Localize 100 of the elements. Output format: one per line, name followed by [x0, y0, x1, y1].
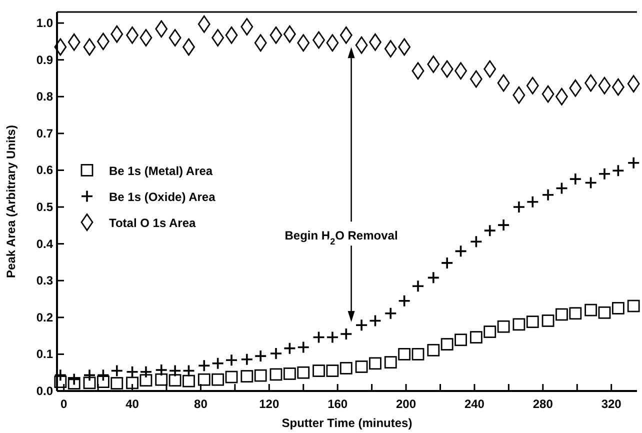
point — [440, 338, 454, 350]
point — [584, 176, 598, 190]
point — [369, 357, 382, 370]
x-tick-label: 80 — [194, 397, 208, 411]
y-tick-label: 1.0 — [36, 16, 54, 30]
point — [340, 362, 352, 374]
point — [283, 25, 296, 43]
point — [398, 38, 411, 56]
x-tick-label: 200 — [396, 397, 416, 411]
y-tick-label: 0.1 — [36, 347, 54, 362]
y-tick-label: 0.6 — [36, 163, 54, 178]
point — [240, 370, 254, 382]
point — [326, 364, 339, 377]
point — [212, 373, 224, 386]
point — [556, 308, 568, 321]
point — [96, 376, 110, 388]
point — [412, 348, 424, 360]
y-tick-label: 0.0 — [36, 384, 54, 398]
point — [340, 26, 352, 44]
point — [454, 244, 468, 258]
point — [598, 306, 611, 319]
point — [384, 40, 397, 58]
point — [225, 370, 238, 384]
point — [54, 38, 67, 56]
point — [240, 18, 254, 36]
point — [168, 374, 182, 387]
point — [612, 302, 624, 314]
point — [512, 86, 526, 104]
x-tick-label: 320 — [601, 397, 622, 411]
point — [140, 374, 152, 387]
point — [470, 331, 482, 344]
point — [427, 344, 440, 356]
point — [384, 356, 397, 368]
point — [198, 15, 210, 33]
point — [454, 334, 467, 346]
point — [225, 26, 238, 44]
point — [68, 377, 80, 390]
point — [168, 29, 182, 46]
point — [296, 340, 310, 354]
point — [182, 364, 196, 378]
x-tick-label: 120 — [259, 397, 280, 411]
point — [584, 74, 598, 92]
point — [355, 36, 368, 54]
point — [598, 76, 611, 94]
point — [542, 85, 554, 103]
y-tick-label: 0.7 — [36, 126, 54, 140]
point — [96, 32, 110, 50]
legend-label: Total O 1s Area — [109, 216, 196, 230]
point — [497, 320, 510, 333]
point — [140, 29, 152, 46]
point — [526, 316, 539, 328]
point — [270, 26, 282, 44]
y-tick-label: 0.8 — [36, 90, 54, 104]
point — [312, 364, 325, 377]
y-tick-label: 0.9 — [36, 52, 54, 67]
point — [110, 25, 124, 43]
point — [497, 74, 510, 92]
y-axis-title: Peak Area (Arbitrary Units) — [4, 125, 18, 278]
point — [542, 314, 554, 327]
point — [326, 34, 339, 52]
point — [412, 62, 424, 80]
point — [526, 76, 539, 94]
point — [283, 368, 296, 380]
point — [212, 29, 224, 46]
point — [569, 79, 582, 97]
point — [110, 364, 124, 378]
legend-label: Be 1s (Oxide) Area — [109, 190, 216, 204]
x-tick-label: 160 — [328, 397, 348, 411]
ref-line-label: Begin H$_{2}$O Removal — [284, 228, 398, 247]
point — [484, 60, 496, 78]
point — [126, 376, 138, 390]
point — [584, 304, 598, 316]
point — [283, 342, 296, 355]
point — [398, 348, 411, 360]
point — [155, 20, 168, 38]
x-tick-label: 40 — [126, 397, 140, 411]
point — [427, 56, 440, 73]
point — [312, 330, 326, 344]
point — [182, 374, 195, 388]
point — [83, 38, 96, 56]
point — [68, 33, 80, 51]
point — [297, 34, 310, 52]
point — [368, 314, 382, 328]
point — [470, 70, 482, 88]
y-tick-label: 0.4 — [36, 236, 54, 251]
x-tick-label: 0 — [60, 397, 68, 411]
point — [110, 377, 124, 390]
point — [555, 182, 568, 195]
point — [83, 376, 96, 390]
point — [627, 300, 640, 312]
y-tick-label: 0.3 — [36, 274, 54, 288]
point — [484, 326, 496, 338]
point — [355, 360, 368, 373]
point — [254, 369, 267, 382]
point — [198, 373, 210, 386]
x-axis-title: Sputter Time (minutes) — [282, 416, 412, 430]
point — [54, 376, 67, 388]
point — [270, 368, 282, 381]
y-tick-label: 0.5 — [36, 200, 54, 214]
point — [440, 60, 454, 78]
